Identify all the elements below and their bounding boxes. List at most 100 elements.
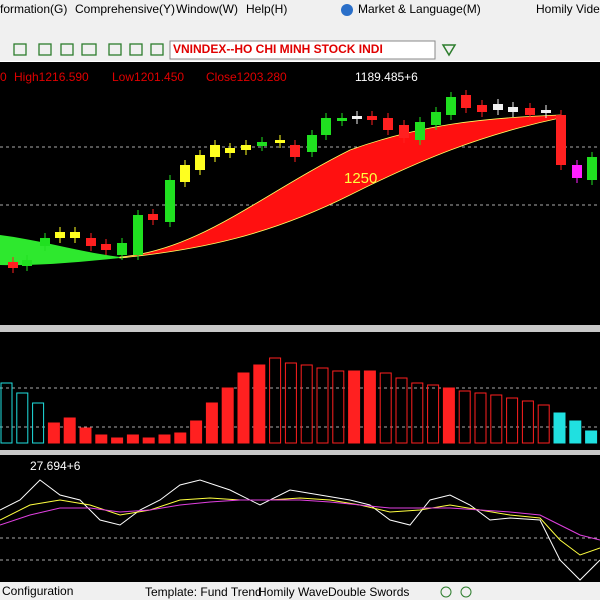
histogram-bar xyxy=(79,427,92,444)
menu-item[interactable]: Market & Language(M) xyxy=(358,2,481,16)
candle-body xyxy=(431,112,441,125)
symbol-input[interactable] xyxy=(169,40,436,60)
menu-item[interactable]: Comprehensive(Y) xyxy=(75,2,175,16)
histogram-bar xyxy=(126,434,139,444)
candle-body xyxy=(133,215,143,255)
candle-body xyxy=(321,118,331,135)
histogram-bar xyxy=(300,364,313,444)
candle-body xyxy=(541,110,551,113)
histogram-bar xyxy=(32,402,45,444)
histogram-bar xyxy=(395,377,408,444)
histogram-bar xyxy=(111,437,124,444)
panel-separator xyxy=(0,325,600,332)
histogram-bar xyxy=(569,420,582,444)
histogram-bar xyxy=(221,387,234,444)
toolbar-icons xyxy=(13,43,164,56)
status-tab[interactable]: Double Swords xyxy=(328,585,409,599)
histogram-bar xyxy=(585,430,598,444)
candle-body xyxy=(337,118,347,121)
header-text: Close1203.280 xyxy=(206,70,287,84)
candle-body xyxy=(165,180,175,222)
candle-body xyxy=(86,238,96,246)
candle-body xyxy=(307,135,317,152)
candle-body xyxy=(55,232,65,238)
candle-body xyxy=(40,238,50,246)
candle-body xyxy=(556,115,566,165)
candle-body xyxy=(383,118,393,130)
histogram-bar xyxy=(521,400,534,444)
candle-body xyxy=(493,104,503,110)
histogram-bar xyxy=(95,434,108,444)
ribbon-label: 1250 xyxy=(344,170,377,187)
histogram-bar xyxy=(427,384,440,444)
candle-body xyxy=(210,145,220,157)
histogram-bar xyxy=(379,372,392,444)
candle-body xyxy=(525,108,535,115)
histogram-bar xyxy=(205,402,218,444)
histogram-bar xyxy=(458,390,471,444)
histogram-bar xyxy=(411,382,424,444)
dropdown-icon[interactable] xyxy=(441,44,457,57)
histogram-bar xyxy=(0,382,13,444)
candle-body xyxy=(572,165,582,178)
histogram-bar xyxy=(363,370,376,444)
menu-item[interactable]: Window(W) xyxy=(176,2,238,16)
candle-body xyxy=(508,107,518,112)
header-text: 0 xyxy=(0,70,7,84)
candle-body xyxy=(225,148,235,153)
status-tab[interactable]: Homily Wave xyxy=(258,585,329,599)
candle-body xyxy=(8,262,18,268)
chart-area xyxy=(0,62,600,582)
histogram-bar xyxy=(316,367,329,444)
histogram-bar xyxy=(332,370,345,444)
candle-body xyxy=(477,105,487,112)
candle-body xyxy=(446,97,456,115)
histogram-bar xyxy=(506,397,519,444)
histogram-bar xyxy=(142,437,155,444)
candle-body xyxy=(195,155,205,170)
symbol-text: VNINDEX--HO CHI MINH STOCK INDI xyxy=(173,42,383,56)
histogram-bar xyxy=(253,364,266,444)
histogram-bar xyxy=(284,362,297,444)
candle-body xyxy=(241,145,251,150)
zoom-in[interactable] xyxy=(440,586,452,598)
line-magenta xyxy=(0,499,600,541)
candle-body xyxy=(275,140,285,143)
histogram-bar xyxy=(16,392,29,444)
candle-body xyxy=(22,260,32,266)
candle-body xyxy=(70,232,80,238)
status-tab[interactable]: Configuration xyxy=(2,584,73,598)
histogram-bar xyxy=(474,392,487,444)
status-tab[interactable]: Template: Fund Trend xyxy=(145,585,262,599)
histogram-bar xyxy=(442,387,455,444)
candle-body xyxy=(101,244,111,250)
menu-item[interactable]: formation(G) xyxy=(0,2,67,16)
candle-body xyxy=(148,214,158,220)
candle-body xyxy=(290,145,300,157)
panel-separator xyxy=(0,450,600,455)
menu-item[interactable]: Homily Video xyxy=(536,2,600,16)
candle-body xyxy=(399,125,409,138)
histogram-bar xyxy=(537,404,550,444)
chart-layer xyxy=(0,90,600,581)
candle-body xyxy=(257,142,267,146)
value-label: 1189.485+6 xyxy=(355,70,418,84)
globe-icon xyxy=(341,4,353,16)
menu-bar xyxy=(0,0,600,19)
value-label: 27.694+6 xyxy=(30,459,81,473)
zoom-out[interactable] xyxy=(460,586,472,598)
histogram-bar xyxy=(237,372,250,444)
histogram-bar xyxy=(269,357,282,444)
histogram-bar xyxy=(190,420,203,444)
line-white xyxy=(0,479,600,581)
candle-body xyxy=(352,116,362,119)
candle-body xyxy=(415,122,425,140)
candle-body xyxy=(117,243,127,255)
histogram-bar xyxy=(63,417,76,444)
menu-item[interactable]: Help(H) xyxy=(246,2,287,16)
header-text: High1216.590 xyxy=(14,70,89,84)
candle-body xyxy=(587,157,597,180)
histogram-bar xyxy=(490,394,503,444)
